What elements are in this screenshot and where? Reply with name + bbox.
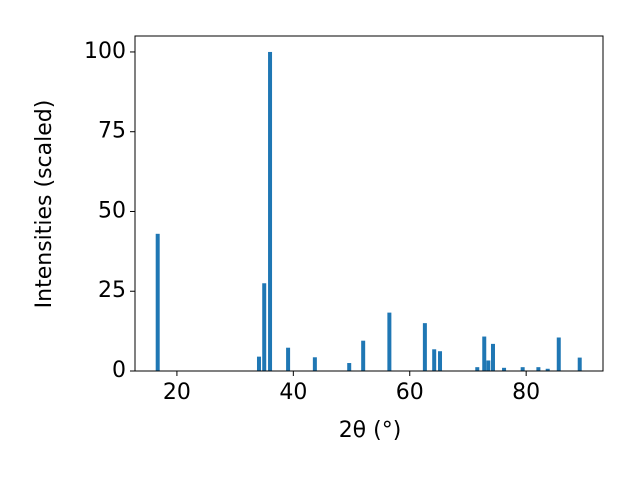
x-tick-label: 40: [279, 380, 307, 405]
bar: [387, 312, 392, 371]
bar: [347, 363, 352, 371]
bar: [545, 368, 550, 371]
y-axis-label: Intensities (scaled): [32, 100, 57, 309]
plot-frame: [134, 35, 604, 372]
bar: [422, 323, 427, 371]
bar: [475, 367, 480, 371]
bar: [502, 367, 507, 371]
x-tick-label: 60: [396, 380, 424, 405]
bar: [432, 349, 437, 371]
x-tick-label: 20: [163, 380, 191, 405]
y-tick-label: 25: [98, 278, 126, 303]
y-tick-label: 100: [84, 39, 126, 64]
bar: [577, 357, 582, 371]
bar: [520, 367, 525, 371]
y-tick-label: 50: [98, 198, 126, 223]
bar: [262, 283, 267, 371]
bar: [312, 357, 317, 371]
x-axis-label: 2θ (°): [339, 418, 402, 443]
bar: [438, 351, 443, 371]
bar: [361, 340, 366, 371]
bar: [536, 367, 541, 371]
bar: [256, 356, 261, 371]
y-tick-label: 75: [98, 119, 126, 144]
bar: [490, 343, 495, 371]
x-tick-label: 80: [512, 380, 540, 405]
bar: [482, 336, 487, 371]
bar: [286, 347, 291, 371]
y-tick-label: 0: [112, 358, 126, 383]
bar: [268, 51, 273, 371]
bar: [486, 360, 491, 371]
bar: [155, 233, 160, 371]
bar: [556, 337, 561, 371]
